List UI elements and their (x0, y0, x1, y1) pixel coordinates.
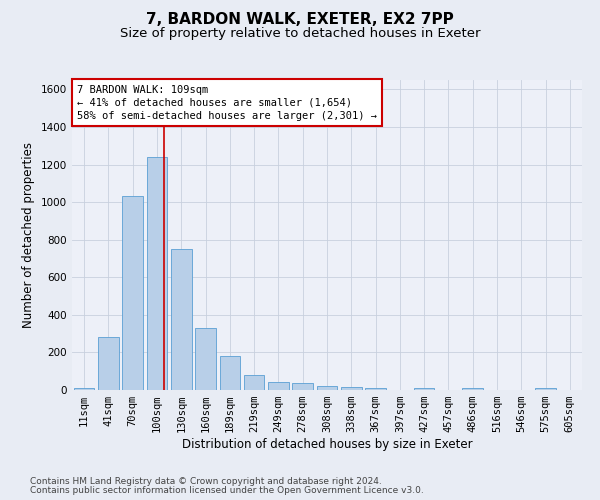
Bar (122, 196, 143, 390)
X-axis label: Distribution of detached houses by size in Exeter: Distribution of detached houses by size … (182, 438, 472, 451)
Bar (146, 157, 167, 390)
Bar (463, 388, 483, 390)
Bar (195, 328, 216, 390)
Bar (98, 338, 119, 390)
Bar (292, 383, 313, 390)
Text: 7, BARDON WALK, EXETER, EX2 7PP: 7, BARDON WALK, EXETER, EX2 7PP (146, 12, 454, 28)
Bar (220, 356, 240, 390)
Bar (317, 386, 337, 390)
Bar (268, 382, 289, 390)
Bar (535, 388, 556, 390)
Bar (414, 388, 434, 390)
Text: Size of property relative to detached houses in Exeter: Size of property relative to detached ho… (120, 28, 480, 40)
Bar (74, 388, 94, 390)
Bar (244, 375, 265, 390)
Text: Contains public sector information licensed under the Open Government Licence v3: Contains public sector information licen… (30, 486, 424, 495)
Text: 7 BARDON WALK: 109sqm
← 41% of detached houses are smaller (1,654)
58% of semi-d: 7 BARDON WALK: 109sqm ← 41% of detached … (77, 84, 377, 121)
Bar (365, 388, 386, 390)
Y-axis label: Number of detached properties: Number of detached properties (22, 142, 35, 328)
Text: Contains HM Land Registry data © Crown copyright and database right 2024.: Contains HM Land Registry data © Crown c… (30, 477, 382, 486)
Bar (171, 249, 191, 390)
Bar (341, 387, 362, 390)
